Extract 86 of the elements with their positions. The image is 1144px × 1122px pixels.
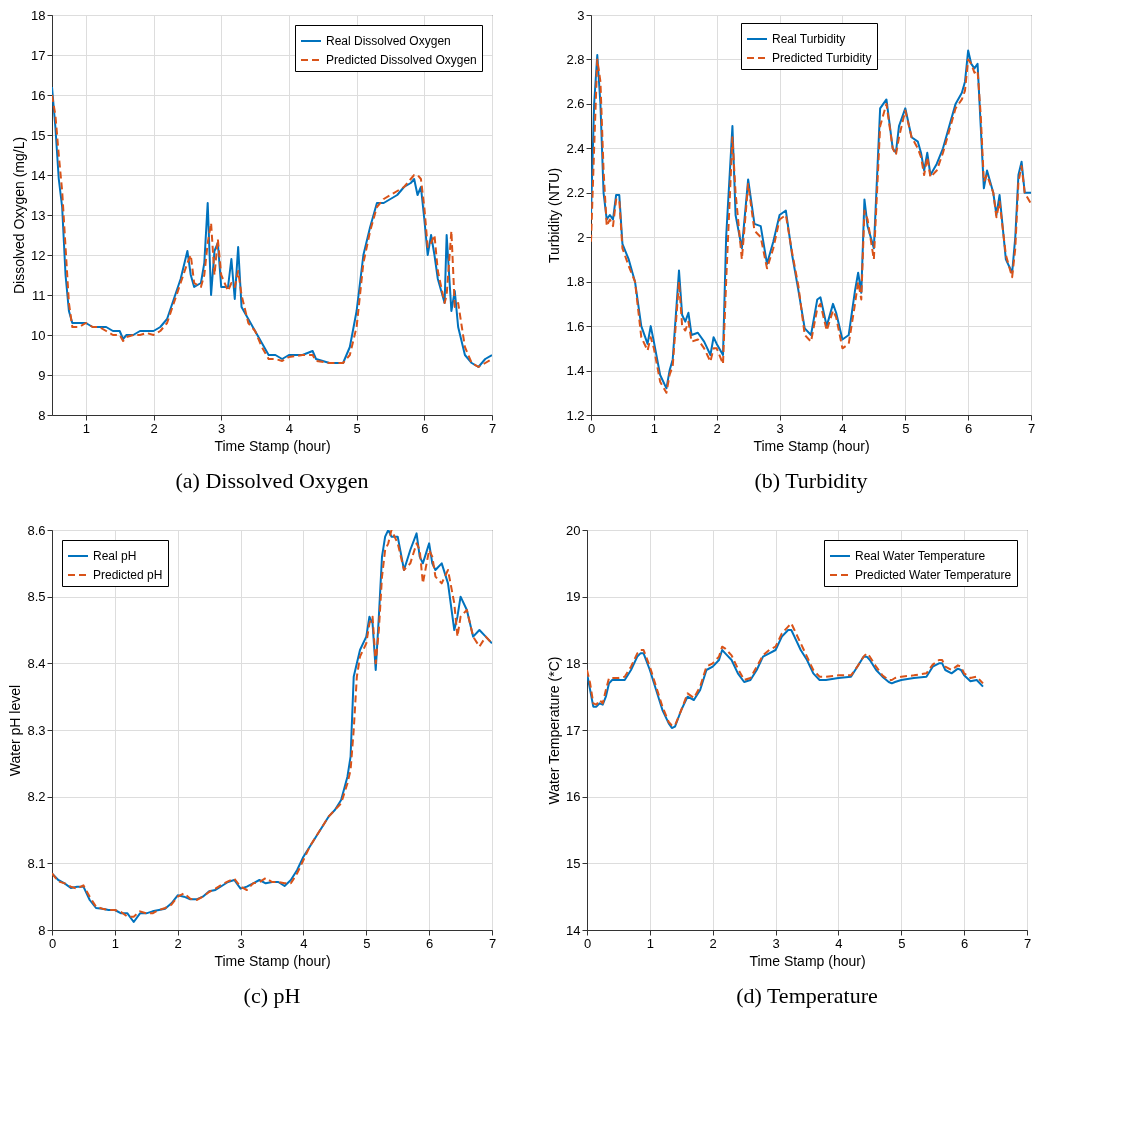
- y-axis-title: Dissolved Oxygen (mg/L): [11, 136, 28, 295]
- legend-label: Predicted Dissolved Oxygen: [326, 53, 477, 67]
- legend-label: Real Water Temperature: [855, 549, 986, 563]
- legend-label: Predicted pH: [93, 568, 163, 582]
- y-tick-label: 8.3: [27, 722, 46, 738]
- y-tick-label: 17: [31, 47, 46, 63]
- legend-label: Real pH: [93, 549, 137, 563]
- y-tick-label: 20: [566, 522, 581, 538]
- x-tick-label: 5: [902, 420, 910, 436]
- x-tick-label: 1: [82, 420, 90, 436]
- legend-label: Predicted Turbidity: [772, 51, 872, 65]
- x-tick-label: 3: [237, 935, 245, 951]
- x-tick-label: 6: [421, 420, 429, 436]
- x-tick-label: 7: [1023, 935, 1032, 951]
- y-tick-label: 14: [566, 922, 581, 938]
- x-tick-label: 4: [835, 935, 843, 951]
- y-tick-label: 15: [31, 127, 46, 143]
- legend-label: Predicted Water Temperature: [855, 568, 1012, 582]
- y-tick-label: 8.1: [27, 855, 46, 871]
- y-tick-label: 17: [566, 722, 581, 738]
- x-tick-label: 0: [587, 420, 596, 436]
- y-tick-label: 18: [31, 7, 46, 23]
- x-tick-label: 1: [111, 935, 119, 951]
- x-tick-label: 5: [353, 420, 361, 436]
- x-tick-label: 3: [776, 420, 784, 436]
- x-tick-label: 2: [713, 420, 721, 436]
- x-tick-label: 7: [488, 935, 497, 951]
- y-tick-label: 8.6: [27, 522, 46, 538]
- x-axis-title: Time Stamp (hour): [214, 952, 331, 969]
- text: (c) pH: [243, 983, 301, 1008]
- x-tick-label: 6: [426, 935, 434, 951]
- x-tick-label: 2: [709, 935, 717, 951]
- y-tick-label: 2.4: [566, 140, 585, 156]
- y-tick-label: 16: [31, 87, 46, 103]
- y-tick-label: 3: [577, 7, 585, 23]
- x-tick-label: 4: [285, 420, 294, 436]
- y-axis-title: Water Temperature (*C): [546, 656, 563, 805]
- y-tick-label: 8: [38, 922, 46, 938]
- y-tick-label: 10: [31, 327, 46, 343]
- text: (a) Dissolved Oxygen: [175, 468, 369, 493]
- x-tick-label: 7: [1027, 420, 1036, 436]
- x-axis-title: Time Stamp (hour): [749, 952, 866, 969]
- y-tick-label: 19: [566, 589, 581, 605]
- y-tick-label: 8.4: [27, 655, 46, 671]
- y-tick-label: 16: [566, 789, 581, 805]
- y-tick-label: 18: [566, 655, 581, 671]
- x-tick-label: 6: [961, 935, 969, 951]
- y-axis-title: Water pH level: [7, 684, 24, 777]
- y-tick-label: 1.2: [566, 407, 585, 423]
- x-tick-label: 2: [150, 420, 158, 436]
- y-tick-label: 9: [38, 367, 46, 383]
- x-tick-label: 6: [965, 420, 973, 436]
- y-tick-label: 15: [566, 855, 581, 871]
- x-tick-label: 7: [488, 420, 497, 436]
- x-tick-label: 5: [363, 935, 371, 951]
- text: (b) Turbidity: [754, 468, 868, 493]
- y-tick-label: 1.6: [566, 318, 585, 334]
- y-tick-label: 8.5: [27, 589, 46, 605]
- y-tick-label: 2.2: [566, 185, 585, 201]
- x-tick-label: 5: [898, 935, 906, 951]
- y-tick-label: 13: [31, 207, 46, 223]
- y-tick-label: 1.4: [566, 363, 585, 379]
- y-tick-label: 1.8: [566, 274, 585, 290]
- x-tick-label: 2: [174, 935, 182, 951]
- x-tick-label: 3: [218, 420, 226, 436]
- x-tick-label: 3: [772, 935, 780, 951]
- x-tick-label: 0: [583, 935, 592, 951]
- x-tick-label: 1: [650, 420, 658, 436]
- x-axis-title: Time Stamp (hour): [753, 437, 870, 454]
- y-tick-label: 11: [32, 287, 46, 303]
- y-axis-title: Turbidity (NTU): [546, 167, 563, 264]
- y-tick-label: 2: [577, 229, 585, 245]
- y-tick-label: 2.8: [566, 51, 585, 67]
- y-tick-label: 12: [31, 247, 46, 263]
- legend-label: Real Dissolved Oxygen: [326, 34, 451, 48]
- x-tick-label: 1: [646, 935, 654, 951]
- y-tick-label: 8.2: [27, 789, 46, 805]
- x-tick-label: 4: [300, 935, 308, 951]
- y-tick-label: 8: [38, 407, 46, 423]
- y-tick-label: 14: [31, 167, 46, 183]
- legend-label: Real Turbidity: [772, 32, 846, 46]
- text: (d) Temperature: [736, 983, 878, 1008]
- x-tick-label: 0: [48, 935, 57, 951]
- x-tick-label: 4: [839, 420, 847, 436]
- y-tick-label: 2.6: [566, 96, 585, 112]
- x-axis-title: Time Stamp (hour): [214, 437, 331, 454]
